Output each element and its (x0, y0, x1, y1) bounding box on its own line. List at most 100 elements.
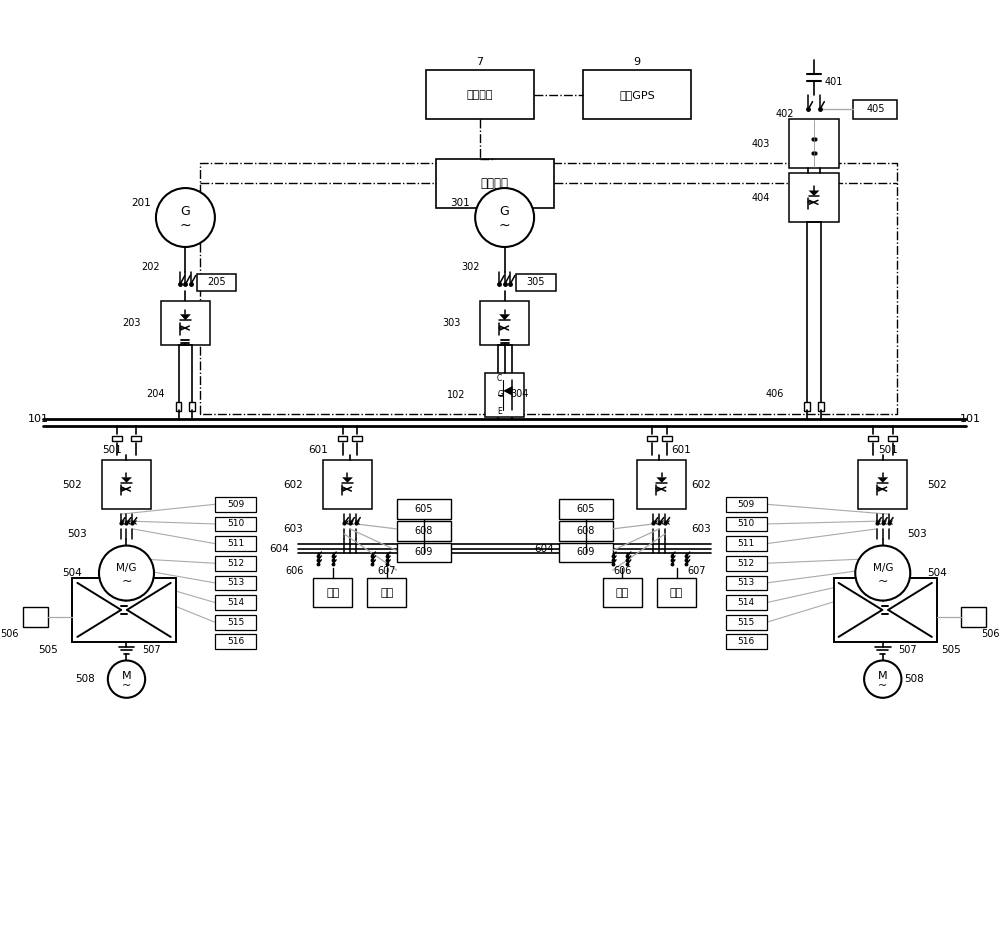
Text: 604: 604 (269, 544, 289, 553)
Text: 515: 515 (227, 618, 244, 627)
Bar (72, 578, 176, 642)
Bar (352, 436, 362, 441)
Text: 501: 501 (102, 445, 122, 455)
Text: ~: ~ (878, 681, 887, 691)
Bar (961, 607, 986, 627)
Bar (215, 556, 256, 571)
Bar (726, 576, 767, 591)
Text: M/G: M/G (116, 564, 137, 573)
Bar (726, 517, 767, 531)
Text: M/G: M/G (873, 564, 893, 573)
Text: 513: 513 (227, 578, 244, 588)
Text: 510: 510 (227, 520, 244, 528)
Circle shape (475, 188, 534, 247)
Bar (726, 556, 767, 571)
Text: 9: 9 (634, 57, 641, 67)
Bar (215, 517, 256, 531)
Text: 508: 508 (75, 675, 95, 684)
Text: 503: 503 (67, 529, 87, 538)
Text: 509: 509 (738, 500, 755, 508)
Bar (102, 460, 151, 509)
Bar (161, 301, 210, 345)
Text: ~: ~ (121, 575, 132, 588)
Text: 303: 303 (442, 318, 460, 328)
Text: 609: 609 (576, 548, 595, 557)
Text: 605: 605 (414, 504, 433, 514)
Bar (495, 402, 501, 411)
Bar (313, 578, 352, 607)
Text: 606: 606 (285, 566, 303, 576)
Polygon shape (656, 478, 667, 482)
Polygon shape (809, 190, 819, 196)
Text: 负载: 负载 (670, 588, 683, 598)
Bar (323, 460, 372, 509)
Text: G: G (500, 205, 509, 218)
Text: 401: 401 (824, 77, 843, 87)
Bar (603, 578, 642, 607)
Bar (397, 521, 451, 540)
Text: 507: 507 (898, 645, 917, 655)
Bar (189, 402, 195, 411)
Bar (637, 460, 686, 509)
Text: 502: 502 (63, 480, 82, 490)
Bar (338, 436, 347, 441)
Text: 305: 305 (527, 277, 545, 287)
Text: C: C (497, 374, 502, 383)
Text: 402: 402 (775, 109, 794, 119)
Text: 601: 601 (672, 445, 691, 455)
Bar (436, 159, 554, 208)
Text: 514: 514 (738, 598, 755, 607)
Text: 601: 601 (308, 445, 328, 455)
Text: ~: ~ (499, 218, 510, 232)
Text: 514: 514 (227, 598, 244, 607)
Bar (726, 634, 767, 649)
Text: 512: 512 (227, 559, 244, 568)
Text: 603: 603 (284, 523, 303, 534)
Bar (559, 499, 613, 519)
Text: 航海雷达: 航海雷达 (467, 90, 493, 100)
Text: 304: 304 (510, 389, 529, 399)
Polygon shape (121, 478, 132, 482)
Bar (215, 536, 256, 551)
Polygon shape (499, 314, 510, 320)
Text: 8: 8 (491, 213, 498, 222)
Text: 605: 605 (576, 504, 595, 514)
Bar (647, 436, 657, 441)
Bar (516, 273, 556, 291)
Text: 205: 205 (208, 277, 226, 287)
Text: 510: 510 (738, 520, 755, 528)
Text: 508: 508 (904, 675, 924, 684)
Text: 606: 606 (613, 566, 632, 576)
Text: 403: 403 (751, 139, 770, 149)
Text: 7: 7 (477, 57, 484, 67)
Circle shape (156, 188, 215, 247)
Bar (367, 578, 406, 607)
Text: 512: 512 (738, 559, 755, 568)
Bar (789, 174, 839, 222)
Text: 504: 504 (927, 568, 947, 578)
Bar (662, 436, 672, 441)
Text: 301: 301 (451, 198, 470, 208)
Bar (559, 521, 613, 540)
Text: 101: 101 (960, 414, 981, 424)
Text: 513: 513 (738, 578, 755, 588)
Text: 607: 607 (378, 566, 396, 576)
Text: ~: ~ (180, 218, 191, 232)
Text: 506: 506 (982, 629, 1000, 639)
Bar (804, 402, 810, 411)
Text: 604: 604 (534, 544, 554, 553)
Text: 515: 515 (738, 618, 755, 627)
Bar (726, 497, 767, 511)
Text: 202: 202 (142, 261, 160, 272)
Polygon shape (342, 478, 353, 482)
Text: 101: 101 (28, 414, 49, 424)
Bar (426, 70, 534, 119)
Bar (726, 595, 767, 610)
Bar (818, 402, 824, 411)
Text: 501: 501 (878, 445, 898, 455)
Text: 负载: 负载 (380, 588, 393, 598)
Text: 404: 404 (751, 193, 770, 202)
Text: M: M (878, 671, 888, 681)
Bar (480, 301, 529, 345)
Text: 608: 608 (414, 526, 433, 536)
